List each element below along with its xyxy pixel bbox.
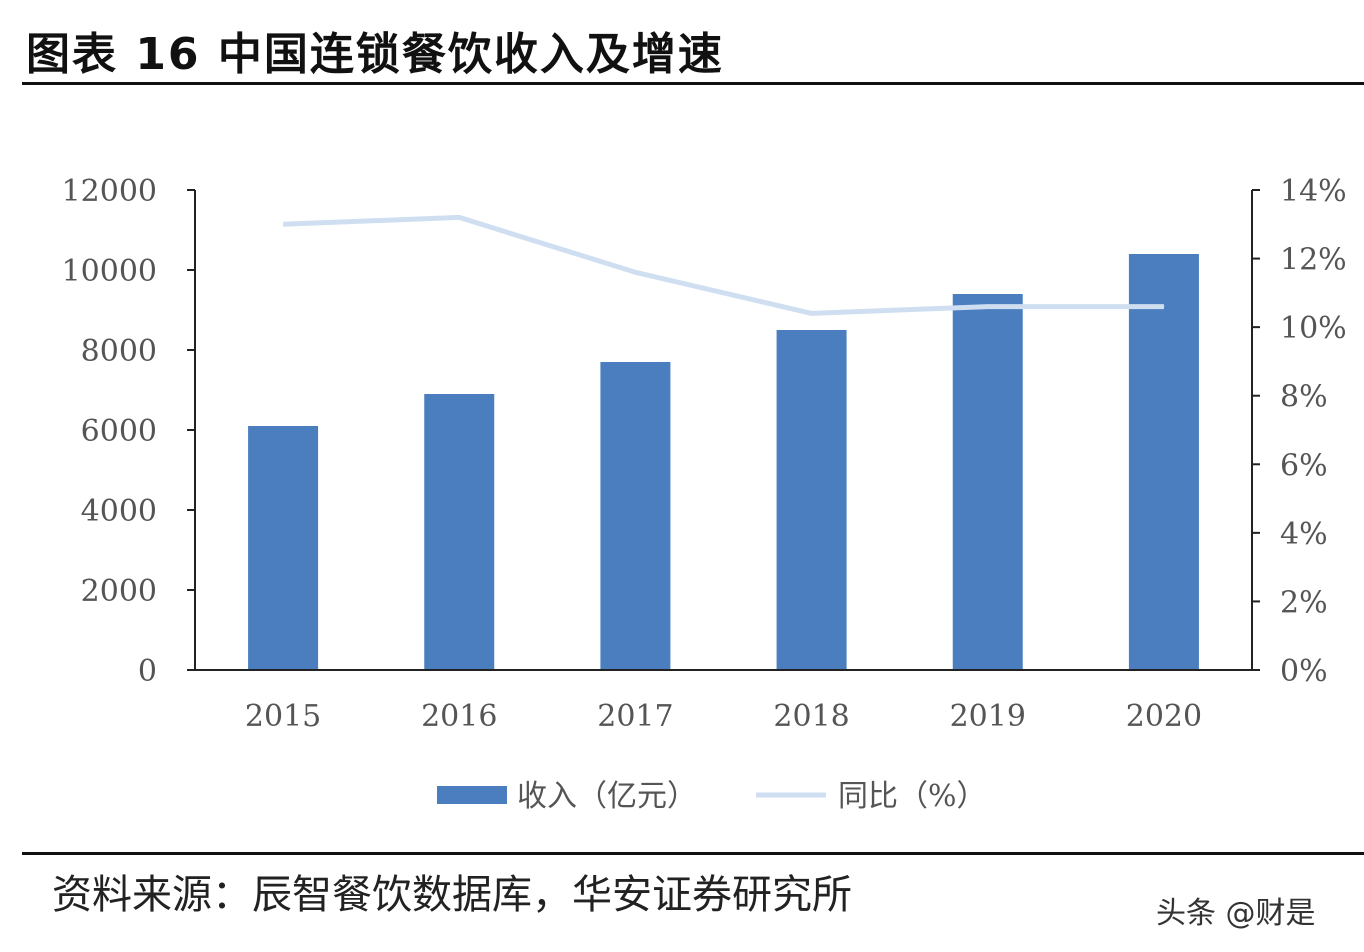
chart-title: 图表 16 中国连锁餐饮收入及增速: [26, 29, 724, 80]
x-tick-label: 2015: [245, 699, 321, 734]
right-tick-label: 10%: [1280, 311, 1347, 346]
right-tick-label: 6%: [1280, 448, 1328, 483]
left-tick-label: 4000: [81, 494, 157, 529]
right-tick-label: 0%: [1280, 654, 1328, 689]
x-tick-label: 2016: [421, 699, 497, 734]
x-tick-label: 2020: [1126, 699, 1202, 734]
left-tick-label: 6000: [81, 414, 157, 449]
legend: 收入（亿元） 同比（%）: [437, 779, 987, 814]
growth-point-2015: [282, 223, 284, 225]
legend-bar-swatch: [437, 786, 507, 804]
x-tick-label: 2017: [597, 699, 673, 734]
growth-point-2017: [634, 271, 636, 273]
left-tick-label: 2000: [81, 574, 157, 609]
axes: 0 2000 4000 6000 8000 10000 12000 0% 2% 4% 6% 8% 10%…: [62, 174, 1347, 734]
legend-bar-label: 收入（亿元）: [517, 779, 697, 814]
legend-line-label: 同比（%）: [838, 779, 987, 814]
bottom-rule: [22, 852, 1364, 855]
right-tick-label: 2%: [1280, 585, 1328, 620]
bar-2018: [776, 330, 847, 670]
line-series: [282, 214, 1165, 316]
bar-series: [248, 254, 1199, 670]
left-tick-label: 12000: [62, 174, 157, 209]
right-tick-label: 12%: [1280, 243, 1347, 278]
left-tick-label: 8000: [81, 334, 157, 369]
bar-2017: [600, 362, 671, 670]
bar-2016: [424, 394, 495, 670]
bar-2019: [952, 294, 1023, 670]
x-tick-label: 2018: [773, 699, 849, 734]
source-note: 资料来源：辰智餐饮数据库，华安证券研究所: [52, 872, 852, 918]
left-tick-label: 0: [138, 654, 157, 689]
bar-2020: [1128, 254, 1199, 670]
chart-area: 0 2000 4000 6000 8000 10000 12000 0% 2% 4% 6% 8% 10%…: [62, 174, 1347, 814]
growth-line: [283, 214, 1164, 316]
growth-point-2018: [811, 312, 813, 314]
top-rule: [22, 82, 1364, 85]
watermark: 头条 @财是: [1156, 896, 1316, 931]
x-tick-label: 2019: [950, 699, 1026, 734]
right-tick-label: 8%: [1280, 380, 1328, 415]
growth-point-2019: [987, 306, 989, 308]
right-tick-label: 4%: [1280, 517, 1328, 552]
growth-point-2020: [1163, 306, 1165, 308]
right-tick-label: 14%: [1280, 174, 1347, 209]
growth-point-2016: [458, 216, 460, 218]
left-tick-label: 10000: [62, 254, 157, 289]
bar-2015: [248, 426, 319, 670]
